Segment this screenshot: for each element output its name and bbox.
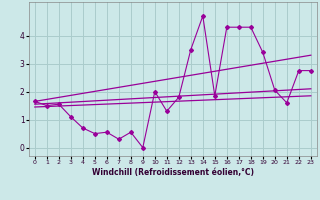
X-axis label: Windchill (Refroidissement éolien,°C): Windchill (Refroidissement éolien,°C) [92, 168, 254, 177]
